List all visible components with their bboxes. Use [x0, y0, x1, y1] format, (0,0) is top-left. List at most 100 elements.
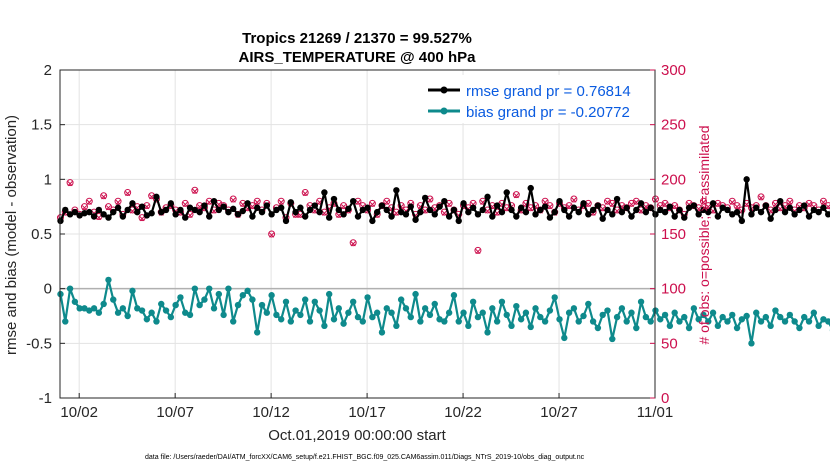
obs-possible-point	[541, 197, 549, 205]
rmse-point	[436, 203, 443, 210]
rmse-point	[666, 203, 674, 210]
rmse-point	[143, 212, 151, 219]
bias-point	[513, 302, 520, 310]
rmse-point	[489, 213, 496, 220]
bias-point	[105, 276, 112, 284]
obs-assimilated-point	[230, 197, 236, 203]
rmse-point	[796, 206, 803, 214]
obs-possible-point	[728, 197, 736, 205]
bias-point	[153, 318, 160, 325]
obs-assimilated-point	[787, 199, 793, 205]
rmse-point	[254, 204, 261, 211]
bias-point	[714, 322, 722, 330]
obs-assimilated-point	[144, 204, 150, 210]
bias-point	[700, 311, 707, 319]
bias-point	[124, 312, 131, 320]
bias-point	[810, 309, 818, 316]
obs-possible-point	[85, 197, 93, 205]
rmse-point	[426, 206, 434, 214]
obs-assimilated-point	[139, 216, 145, 222]
rmse-point	[105, 214, 112, 221]
rmse-point	[484, 193, 491, 201]
rmse-point	[503, 189, 510, 196]
bias-point	[148, 309, 155, 316]
rmse-point	[565, 213, 573, 220]
rmse-point	[321, 189, 328, 196]
rmse-point	[820, 204, 827, 211]
obs-assimilated-point	[96, 215, 102, 221]
rmse-point	[700, 206, 707, 214]
bias-point	[753, 309, 760, 316]
rmse-point	[637, 200, 645, 207]
obs-possible-point	[733, 202, 741, 210]
rmse-point	[239, 207, 247, 215]
bias-point	[196, 301, 203, 309]
obs-possible-point	[340, 202, 348, 210]
rmse-point	[402, 211, 410, 218]
rmse-point	[705, 208, 712, 216]
rmse-point	[364, 204, 371, 211]
rmse-point	[369, 217, 376, 225]
rmse-point	[316, 208, 323, 216]
rmse-point	[810, 206, 818, 214]
rmse-point	[613, 195, 621, 203]
obs-assimilated-point	[777, 206, 783, 212]
bias-point	[325, 290, 333, 298]
obs-possible-point	[191, 186, 199, 194]
legend: rmse grand pr = 0.76814 bias grand pr = …	[425, 75, 653, 123]
rmse-point	[220, 203, 227, 210]
obs-possible-point	[786, 197, 794, 205]
obs-assimilated-point	[806, 201, 812, 208]
rmse-point	[359, 206, 366, 214]
bias-point	[748, 340, 755, 347]
rmse-point	[158, 208, 165, 216]
bias-line	[59, 278, 830, 345]
obs-assimilated-point	[302, 190, 308, 197]
bias-point	[76, 305, 83, 312]
rmse-point	[508, 206, 515, 214]
bias-point	[431, 300, 438, 308]
obs-assimilated-point	[484, 208, 491, 214]
obs-possible-point	[383, 197, 391, 205]
rmse-point	[421, 194, 429, 202]
bias-point	[100, 300, 107, 308]
rmse-point	[129, 200, 136, 207]
obs-assimilated-point	[321, 210, 327, 216]
bias-point	[604, 307, 611, 314]
bias-point	[681, 313, 688, 321]
rmse-point	[71, 208, 79, 216]
bias-point	[258, 301, 266, 309]
obs-assimilated-point	[101, 194, 107, 200]
obs-assimilated-point	[149, 194, 155, 200]
y2-tick-label: 50	[661, 335, 678, 352]
obs-assimilated-point	[115, 199, 121, 205]
rmse-point	[397, 208, 405, 216]
bias-point	[772, 307, 779, 314]
rmse-point	[162, 206, 170, 214]
rmse-point	[124, 206, 131, 214]
obs-assimilated-point	[350, 241, 356, 247]
bias-point	[633, 324, 640, 332]
rmse-point	[431, 211, 438, 218]
bias-point	[493, 318, 501, 325]
x-tick-label: 10/02	[60, 404, 98, 421]
obs-possible-point	[124, 188, 132, 196]
bias-point	[230, 318, 237, 325]
bias-point	[254, 329, 261, 336]
obs-assimilated-point	[600, 206, 606, 212]
rmse-point	[748, 211, 755, 218]
rmse-point	[138, 203, 146, 210]
bias-point	[815, 322, 822, 330]
rmse-point	[148, 210, 155, 217]
bias-point	[388, 309, 395, 316]
bias-point	[119, 305, 127, 312]
rmse-point	[287, 199, 295, 206]
rmse-point	[743, 176, 750, 183]
obs-assimilated-point	[269, 232, 275, 238]
rmse-point	[575, 208, 582, 216]
bias-point	[292, 307, 299, 314]
y-axis-ticks: -1 -0.5 0 0.5 1 1.5 2	[26, 62, 65, 407]
rmse-point	[594, 202, 602, 209]
series-group	[57, 176, 830, 347]
